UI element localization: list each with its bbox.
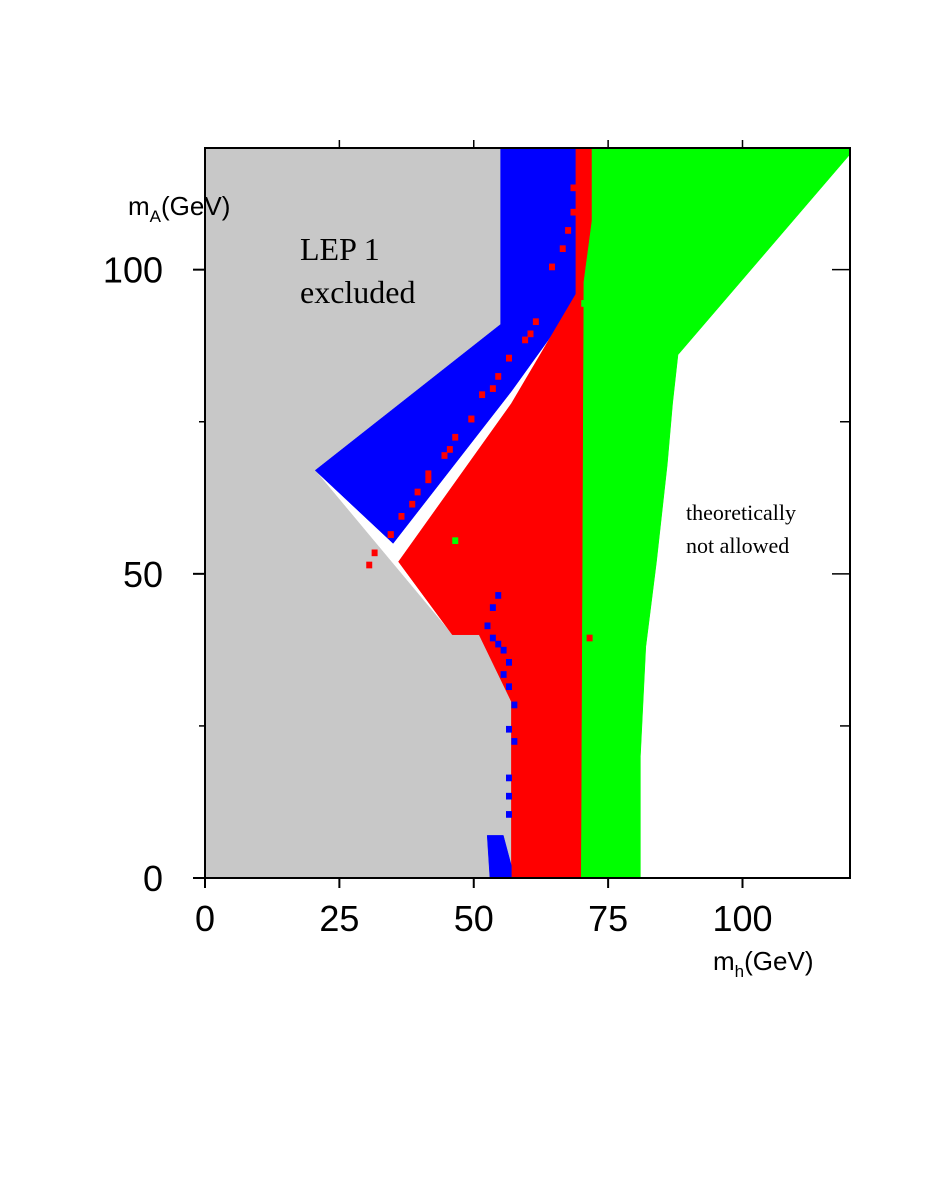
speckle-red [586, 634, 593, 642]
speckle-red [425, 476, 432, 484]
speckle-green [581, 300, 588, 307]
x-tick-label: 25 [319, 898, 359, 939]
region-label-lep-line1: LEP 1 [300, 231, 380, 267]
speckle-red [570, 184, 577, 192]
speckle-blue [489, 604, 496, 611]
x-tick-label: 100 [712, 898, 772, 939]
x-axis-title: mh(GeV) [713, 946, 813, 981]
speckle-red [479, 391, 486, 399]
speckle-blue [506, 792, 512, 800]
speckle-blue [500, 646, 507, 654]
speckle-blue [495, 640, 502, 648]
speckle-green [452, 537, 459, 545]
speckle-red [489, 385, 496, 392]
region-label-lep-line2: excluded [300, 274, 416, 310]
x-tick-label: 75 [588, 898, 628, 939]
regions-layer [205, 148, 850, 878]
speckle-red [371, 549, 378, 557]
speckle-red [527, 330, 534, 338]
boundary-pixels [366, 166, 593, 818]
speckle-blue [506, 774, 512, 782]
speckle-red [414, 488, 421, 496]
region-label-theory-line2: not allowed [686, 533, 789, 558]
speckle-blue [484, 622, 491, 630]
x-tick-label: 50 [454, 898, 494, 939]
speckle-red [565, 227, 572, 234]
speckle-red [549, 263, 555, 271]
speckle-red [387, 531, 394, 538]
y-tick-label: 50 [123, 554, 163, 595]
speckle-red [409, 500, 416, 508]
speckle-red [468, 415, 475, 423]
speckle-red [570, 208, 577, 216]
speckle-red [452, 433, 459, 441]
y-tick-label: 100 [103, 250, 163, 291]
speckle-blue [500, 671, 507, 678]
speckle-blue [511, 738, 518, 745]
region-label-theory-line1: theoretically [686, 500, 796, 525]
y-axis-title: mA(GeV) [128, 191, 230, 226]
y-tick-label: 0 [143, 858, 163, 899]
x-tick-label: 0 [195, 898, 215, 939]
speckle-red [446, 446, 453, 453]
speckle-blue [511, 701, 518, 709]
speckle-red [532, 318, 539, 326]
speckle-red [398, 513, 405, 520]
speckle-blue [495, 592, 502, 599]
speckle-red [506, 354, 512, 362]
speckle-red [495, 373, 502, 380]
plot-frame [204, 147, 851, 879]
speckle-red [522, 336, 529, 344]
speckle-blue [506, 683, 512, 691]
speckle-red [559, 245, 566, 253]
speckle-blue [506, 725, 512, 733]
speckle-red [575, 166, 582, 173]
speckle-red [441, 452, 448, 459]
ticks-layer: 0 25 50 75 100 0 50 100 [103, 140, 850, 939]
speckle-blue [506, 811, 512, 818]
speckle-red [425, 470, 432, 478]
speckle-blue [489, 634, 496, 642]
region-green [581, 148, 850, 878]
speckle-red [366, 561, 373, 569]
speckle-blue [506, 659, 512, 666]
region-blue-lower [486, 835, 512, 878]
